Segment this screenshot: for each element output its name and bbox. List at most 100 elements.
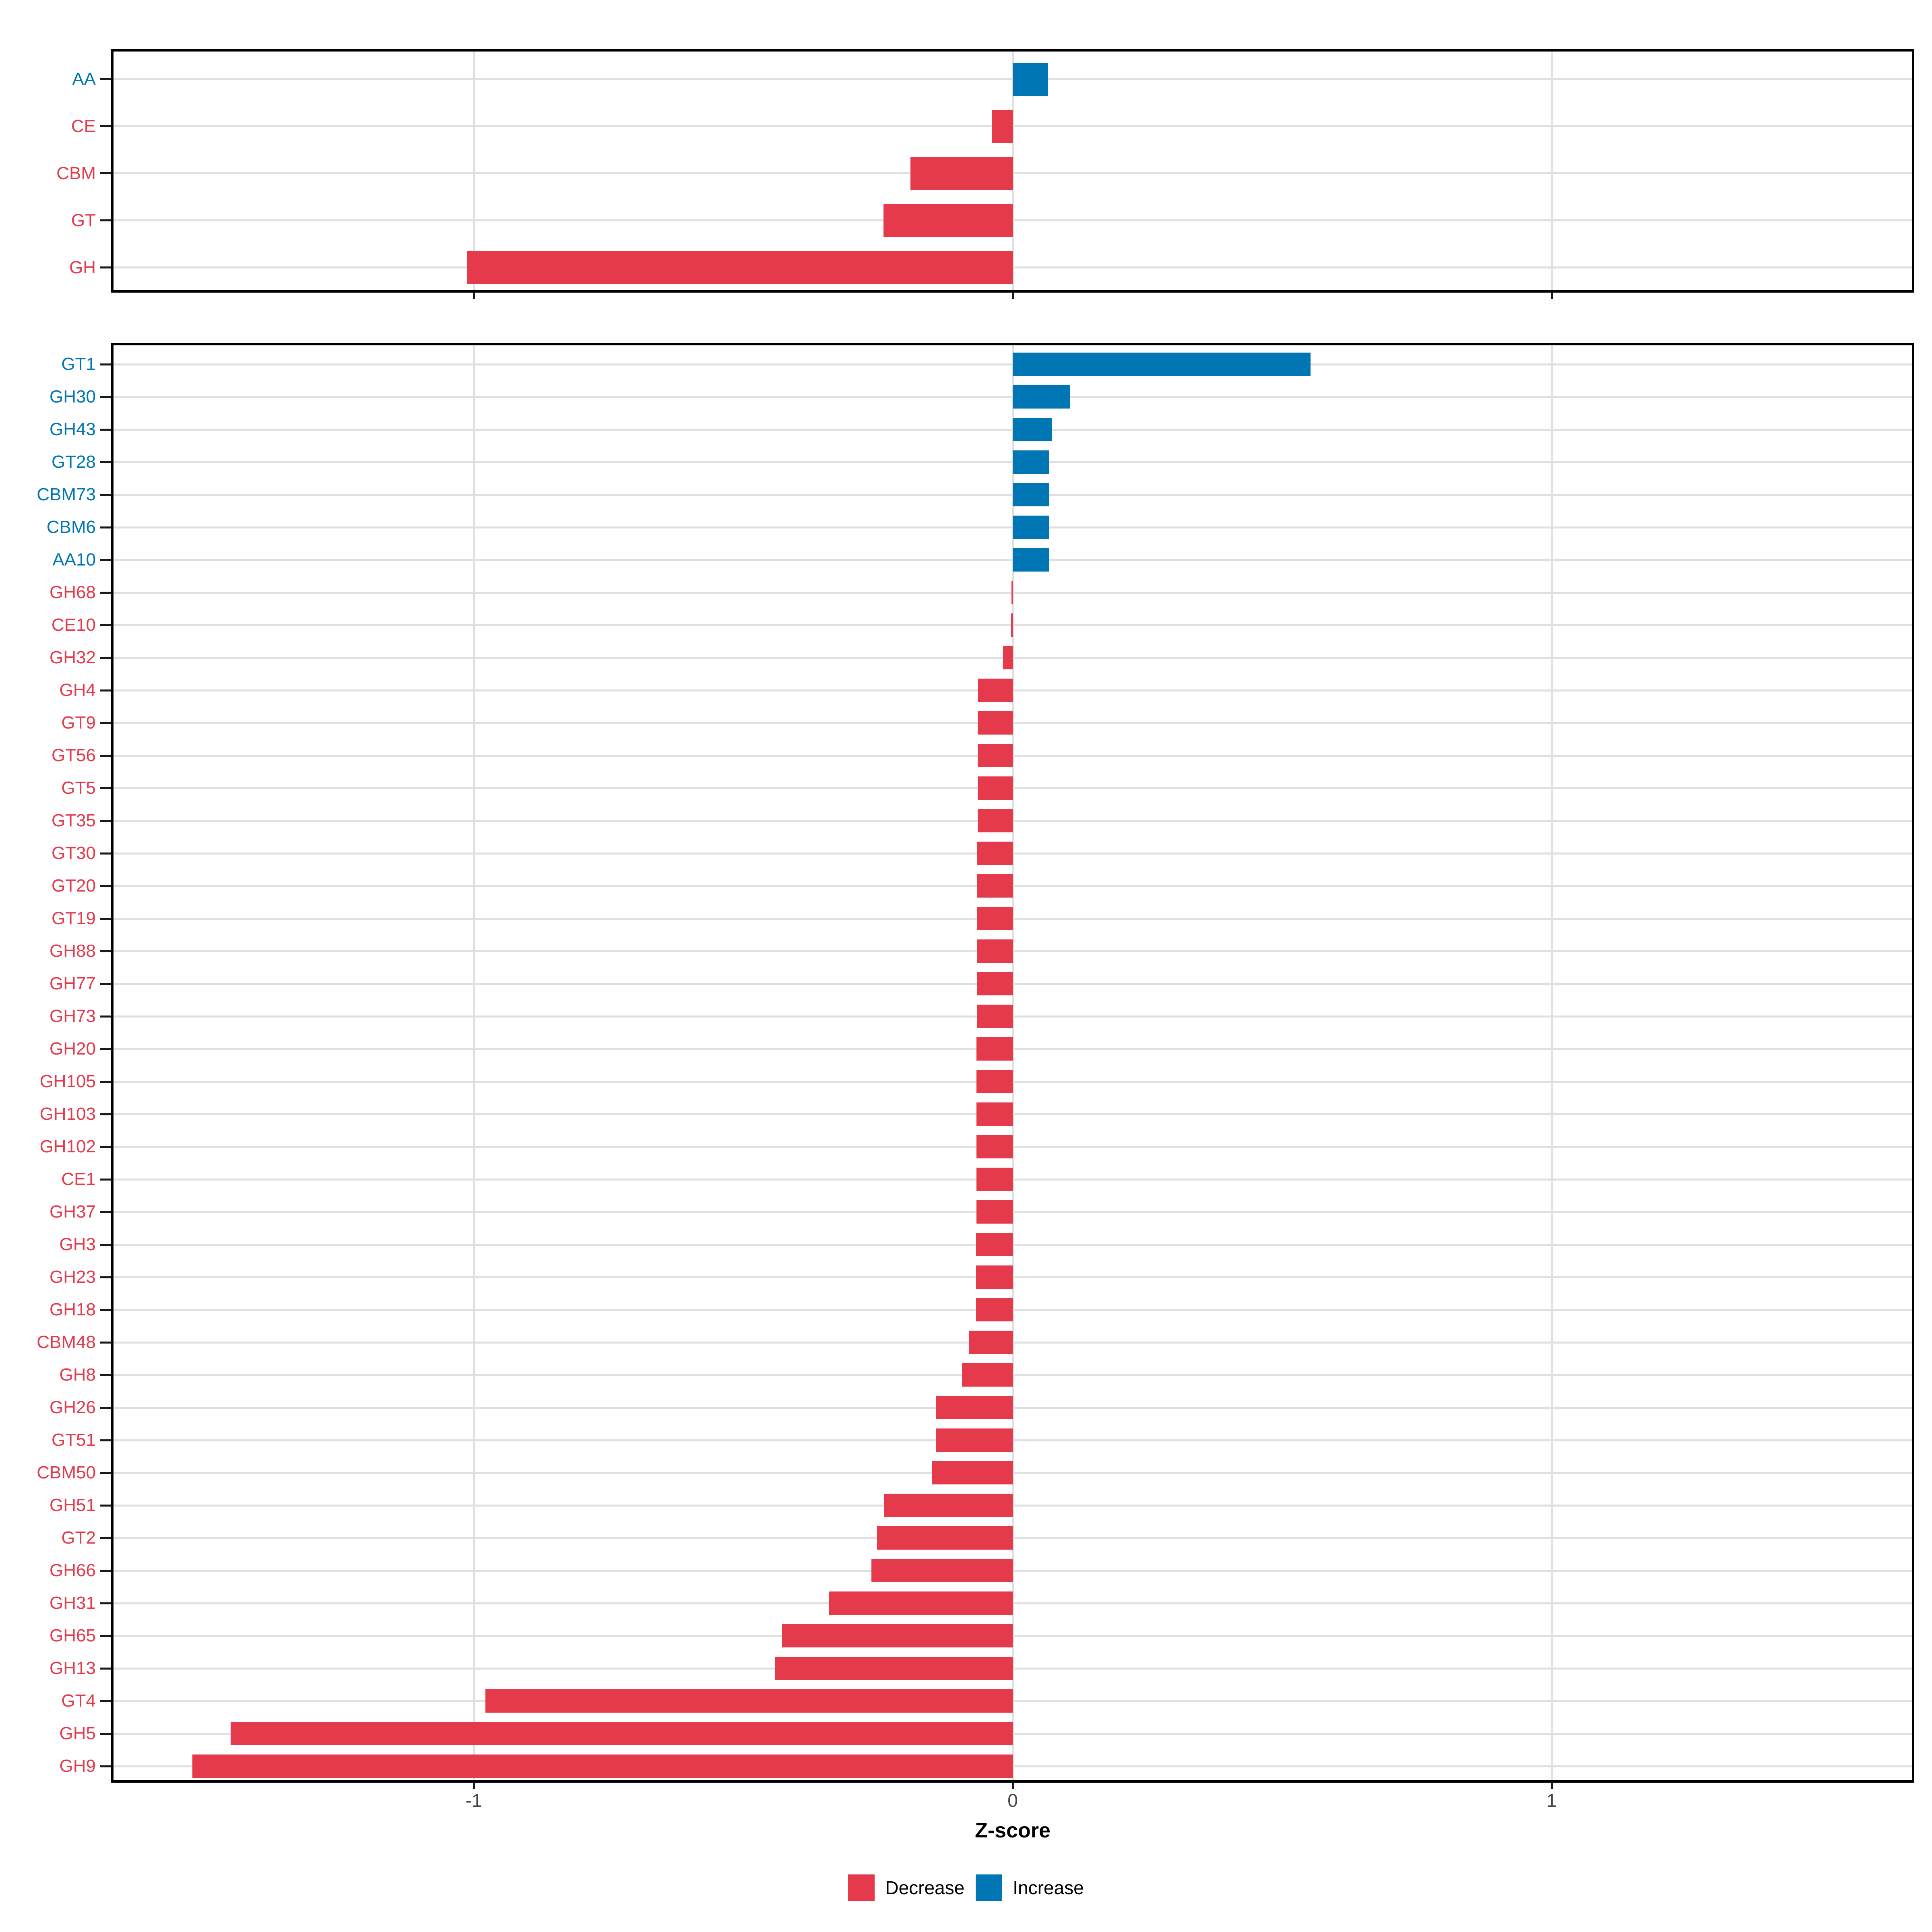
category-label-GT19: GT19 (51, 908, 96, 929)
bar-GH37 (976, 1200, 1013, 1224)
category-label-GH73: GH73 (50, 1006, 96, 1026)
y-tick-GT9 (100, 722, 111, 724)
category-label-CE1: CE1 (61, 1169, 96, 1189)
y-tick-GH8 (100, 1374, 111, 1376)
y-tick-GH66 (100, 1569, 111, 1572)
bar-GH4 (978, 679, 1013, 702)
category-label-GH5: GH5 (59, 1724, 96, 1744)
y-tick-GH51 (100, 1504, 111, 1507)
bar-GH8 (962, 1363, 1013, 1387)
legend-item-decrease: Decrease (848, 1874, 964, 1901)
bar-GT (883, 204, 1013, 237)
bar-GT9 (977, 711, 1013, 735)
bar-GH51 (883, 1494, 1013, 1517)
y-tick-GT30 (100, 852, 111, 855)
bar-GT1 (1013, 353, 1311, 376)
x-tick-bottom-1 (1550, 1783, 1553, 1789)
legend-item-increase: Increase (976, 1874, 1084, 1901)
bar-AA10 (1013, 548, 1049, 572)
category-label-GH43: GH43 (50, 419, 96, 440)
bar-CBM6 (1013, 516, 1049, 539)
legend-swatch-increase-icon (976, 1874, 1003, 1901)
legend-label-increase: Increase (1013, 1877, 1084, 1898)
bar-AA (1013, 62, 1048, 96)
category-label-CBM: CBM (56, 163, 96, 183)
y-tick-GT2 (100, 1537, 111, 1539)
category-label-GT51: GT51 (51, 1430, 96, 1450)
y-tick-CE1 (100, 1178, 111, 1181)
bar-GH20 (976, 1037, 1013, 1061)
bar-GT56 (977, 744, 1013, 768)
category-label-GH77: GH77 (50, 974, 96, 994)
category-label-GH26: GH26 (50, 1397, 96, 1418)
x-axis-title: Z-score (975, 1819, 1051, 1842)
y-tick-GT56 (100, 754, 111, 757)
y-tick-CBM73 (100, 493, 111, 496)
category-label-AA10: AA10 (52, 550, 96, 570)
x-tick-bottom--1 (473, 1783, 475, 1789)
bar-GT20 (977, 874, 1013, 898)
category-label-GT56: GT56 (51, 745, 96, 766)
y-tick-GH13 (100, 1667, 111, 1670)
category-label-GH30: GH30 (50, 387, 96, 407)
bar-GH65 (782, 1624, 1013, 1648)
bar-GH23 (976, 1265, 1013, 1289)
x-tick-top-0 (1011, 293, 1014, 299)
y-tick-GT51 (100, 1439, 111, 1441)
y-tick-GH68 (100, 591, 111, 594)
y-tick-CBM6 (100, 526, 111, 528)
category-label-GT35: GT35 (51, 811, 96, 831)
legend-swatch-decrease-icon (848, 1874, 875, 1901)
category-label-CBM48: CBM48 (37, 1332, 96, 1352)
bar-GH13 (775, 1657, 1013, 1680)
bar-GT4 (485, 1689, 1013, 1713)
x-tick-top--1 (473, 293, 475, 299)
bar-CE1 (976, 1168, 1013, 1191)
y-tick-GH88 (100, 950, 111, 952)
bar-CBM48 (969, 1331, 1013, 1354)
category-label-GT2: GT2 (61, 1528, 96, 1548)
bar-GH30 (1013, 385, 1070, 409)
y-tick-GH32 (100, 656, 111, 659)
bar-GH26 (936, 1396, 1013, 1420)
y-tick-GT4 (100, 1700, 111, 1702)
y-tick-GH4 (100, 689, 111, 691)
y-tick-GH3 (100, 1243, 111, 1246)
bar-GH18 (976, 1298, 1013, 1322)
y-tick-GH30 (100, 396, 111, 398)
category-label-GT5: GT5 (61, 778, 96, 798)
category-label-GH23: GH23 (50, 1267, 96, 1287)
x-tick-label-1: 1 (1546, 1790, 1557, 1811)
legend-label-decrease: Decrease (885, 1877, 965, 1898)
category-label-GH105: GH105 (39, 1071, 96, 1092)
bar-GT2 (877, 1526, 1013, 1550)
category-label-GT1: GT1 (61, 354, 96, 374)
category-label-GH3: GH3 (59, 1234, 96, 1255)
bar-GH105 (976, 1070, 1013, 1094)
y-tick-AA (100, 78, 111, 80)
y-tick-GH105 (100, 1080, 111, 1083)
y-tick-CE10 (100, 624, 111, 626)
bar-GH77 (977, 972, 1013, 996)
y-tick-GH26 (100, 1406, 111, 1409)
y-tick-GH5 (100, 1732, 111, 1735)
category-label-GH: GH (69, 257, 96, 277)
category-label-CBM50: CBM50 (37, 1463, 96, 1483)
y-tick-GT28 (100, 461, 111, 463)
bottom-panel (111, 343, 1914, 1783)
bar-GH66 (871, 1559, 1013, 1583)
category-label-GH13: GH13 (50, 1658, 96, 1678)
gridline-x-0 (1011, 345, 1014, 1780)
category-label-GH32: GH32 (50, 648, 96, 668)
bar-GH31 (829, 1591, 1013, 1615)
category-label-GH9: GH9 (59, 1756, 96, 1776)
bar-GT28 (1013, 450, 1049, 474)
category-label-GH37: GH37 (50, 1202, 96, 1222)
gridline-x-1 (1550, 345, 1553, 1780)
y-tick-GT (100, 219, 111, 221)
y-tick-GT5 (100, 787, 111, 789)
category-label-GT20: GT20 (51, 876, 96, 896)
y-tick-AA10 (100, 559, 111, 561)
y-tick-GT19 (100, 917, 111, 920)
